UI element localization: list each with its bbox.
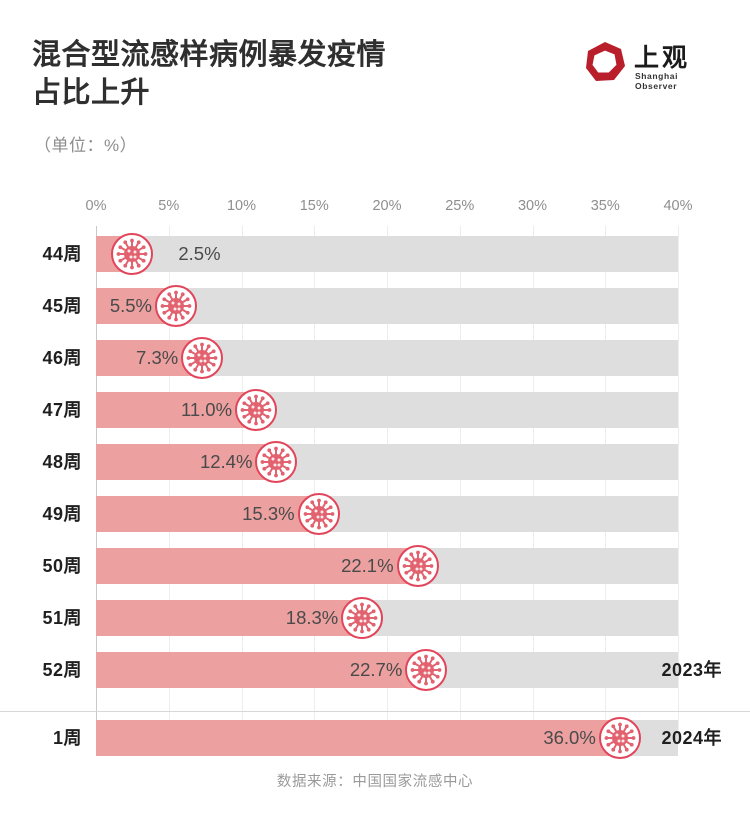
bar-chart: 0% 5% 10% 15% 20% 25% 30% 35% 40% 44周 2.5% 45周 5.5%… [0, 180, 750, 760]
x-axis-tick: 10% [226, 198, 257, 214]
brand-logo: 上观 Shanghai Observer [584, 38, 714, 91]
bar-row-label: 45周 [42, 296, 82, 316]
bar-row-label: 47周 [42, 400, 82, 420]
bar-row-label: 49周 [42, 504, 82, 524]
chart-header: 混合型流感样病例暴发疫情 占比上升 （单位：%） 上观 Shanghai Obs… [0, 0, 750, 180]
bar-value-label: 15.3% [242, 503, 295, 524]
virus-icon [297, 492, 341, 536]
year-annotation: 2024年 [661, 728, 722, 748]
bar-value-label: 18.3% [285, 607, 339, 628]
bar-value-label: 12.4% [199, 451, 253, 472]
virus-icon [340, 596, 384, 640]
virus-icon [396, 544, 440, 588]
bar-fill [96, 720, 620, 756]
virus-icon [234, 388, 278, 432]
bar-row: 47周 11.0% [0, 389, 750, 431]
x-axis-tick: 25% [445, 198, 475, 214]
bar-fill [96, 600, 363, 636]
bar-row: 51周 18.3% [0, 597, 750, 639]
bar-row-label: 50周 [42, 556, 82, 576]
page-title: 混合型流感样病例暴发疫情 占比上升 [32, 39, 387, 110]
virus-icon [180, 336, 224, 380]
bar-track [96, 236, 678, 272]
source-note: 数据来源：中国国家流感中心 [276, 774, 474, 790]
bar-row-label: 44周 [42, 244, 82, 264]
year-group-divider [0, 711, 750, 712]
bar-row-label: 1周 [52, 728, 82, 748]
bar-value-label: 7.3% [136, 347, 179, 368]
bar-fill [96, 444, 277, 480]
bar-row: 45周 5.5% [0, 285, 750, 327]
x-axis-tick: 5% [158, 198, 180, 214]
bar-fill [96, 548, 418, 584]
logo-text-chinese: 上观 [634, 45, 691, 72]
virus-icon [254, 440, 298, 484]
bar-row-label: 52周 [42, 660, 82, 680]
bar-row: 50周 22.1% [0, 545, 750, 587]
bar-fill [96, 652, 427, 688]
x-axis-tick: 30% [517, 198, 548, 214]
virus-icon [404, 648, 448, 692]
bar-value-label: 22.1% [341, 555, 394, 576]
bar-row: 1周 36.0% 2024年 [0, 717, 750, 759]
x-axis-tick: 0% [85, 198, 107, 214]
bar-value-label: 5.5% [109, 295, 153, 316]
bar-row-label: 46周 [42, 348, 82, 368]
bar-value-label: 36.0% [543, 727, 596, 748]
virus-icon [110, 232, 154, 276]
x-axis-tick: 40% [663, 198, 693, 214]
gridline [678, 226, 679, 730]
bar-row-label: 48周 [42, 452, 82, 472]
x-axis-tick: 15% [299, 198, 329, 214]
bar-row: 46周 7.3% [0, 337, 750, 379]
bar-row: 48周 12.4% [0, 441, 750, 483]
bar-row-label: 51周 [42, 608, 82, 628]
bar-fill [96, 496, 319, 532]
virus-icon [598, 716, 642, 760]
bar-row: 44周 2.5% [0, 233, 750, 275]
bar-row: 49周 15.3% [0, 493, 750, 535]
shanghai-observer-mark-icon [584, 41, 626, 83]
x-axis-tick: 35% [590, 198, 620, 214]
bar-value-label: 22.7% [349, 659, 403, 680]
chart-unit-subtitle: （单位：%） [34, 136, 138, 155]
year-annotation: 2023年 [661, 660, 722, 680]
bar-value-label: 2.5% [178, 243, 221, 264]
bar-row: 52周 22.7% 2023年 [0, 649, 750, 691]
bar-fill [96, 392, 257, 428]
x-axis-tick: 20% [372, 198, 402, 214]
logo-text-english: Shanghai Observer [635, 71, 679, 91]
bar-value-label: 11.0% [180, 399, 233, 420]
virus-icon [154, 284, 198, 328]
x-axis-tick-labels: 0% 5% 10% 15% 20% 25% 30% 35% 40% [0, 198, 750, 220]
